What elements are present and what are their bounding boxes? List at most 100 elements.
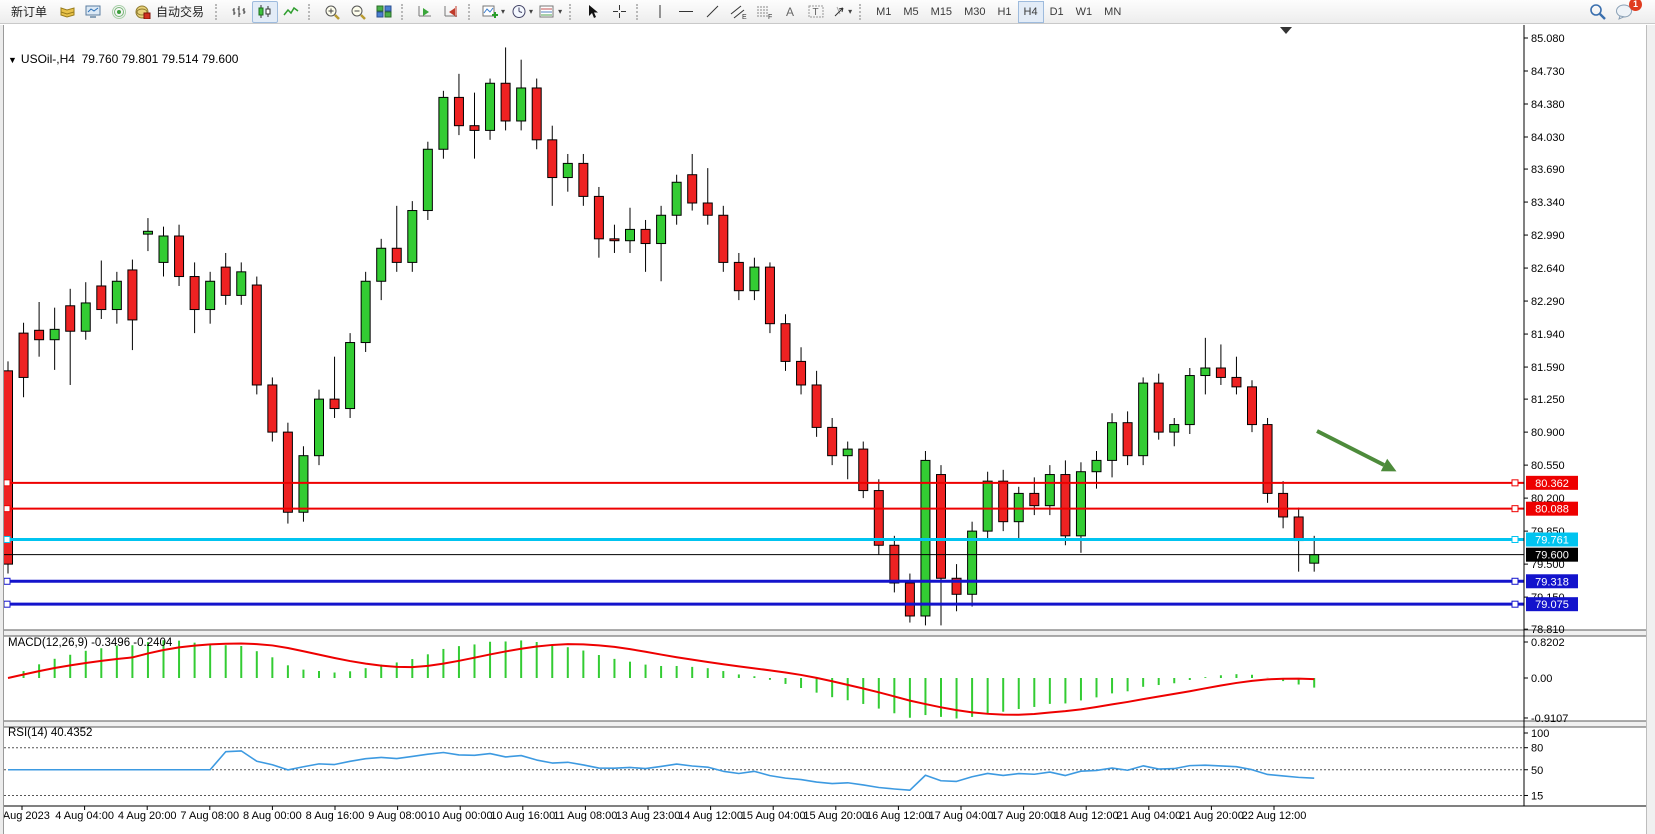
time-axis-label: 18 Aug 12:00 — [1054, 810, 1119, 822]
svg-text:79.318: 79.318 — [1535, 576, 1569, 588]
periods-clock-button[interactable]: ▾ — [508, 1, 536, 23]
line-handle[interactable] — [3, 577, 11, 585]
macd-axis-tick: 0.8202 — [1531, 637, 1565, 649]
rsi-axis-tick: 100 — [1531, 728, 1549, 740]
zoom-out-icon[interactable] — [345, 1, 371, 23]
arrows-button[interactable]: ▾ — [829, 1, 855, 23]
toolbar-separator — [401, 3, 408, 20]
chart-shift-icon[interactable] — [438, 1, 464, 23]
price-axis-tick: 78.810 — [1531, 624, 1565, 636]
timeframe-H1[interactable]: H1 — [997, 5, 1012, 18]
price-line-label — [1526, 475, 1578, 490]
line-handle[interactable] — [1511, 600, 1519, 608]
price-line-label — [1526, 574, 1578, 589]
main-toolbar: 新订单 自动交易 ▾ ▾ ▾ E F A T ▾ M1 M5 M15 M30 H1 H4 D… — [0, 0, 1655, 24]
timeframe-switcher: M1 M5 M15 M30 H1 H4 D1 W1 MN — [870, 0, 1127, 23]
line-handle[interactable] — [1511, 577, 1519, 585]
autotrading-label: 自动交易 — [156, 5, 205, 19]
templates-button[interactable]: ▾ — [536, 1, 565, 23]
price-axis-tick: 81.250 — [1531, 394, 1565, 406]
trendline-icon[interactable] — [699, 1, 725, 23]
line-handle[interactable] — [3, 600, 11, 608]
time-axis-label: 9 Aug 08:00 — [368, 810, 427, 822]
vertical-line-icon[interactable] — [647, 1, 673, 23]
timeframe-M15[interactable]: M15 — [930, 5, 953, 18]
svg-text:80.088: 80.088 — [1535, 504, 1569, 516]
time-axis-label: 22 Aug 12:00 — [1242, 810, 1307, 822]
line-handle[interactable] — [3, 479, 11, 487]
horizontal-line-icon[interactable] — [673, 1, 699, 23]
timeframe-H4[interactable]: H4 — [1017, 0, 1044, 23]
price-chart-canvas[interactable]: 85.080 84.730 84.380 84.030 83.690 83.340 82.9… — [0, 24, 1655, 834]
macd-axis-tick: 0.00 — [1531, 673, 1552, 685]
tile-windows-icon[interactable] — [371, 1, 397, 23]
price-axis-tick: 84.730 — [1531, 66, 1565, 78]
auto-scroll-icon[interactable] — [412, 1, 438, 23]
svg-text:79.600: 79.600 — [1535, 550, 1569, 562]
text-label-icon[interactable]: T — [803, 1, 829, 23]
svg-text:80.362: 80.362 — [1535, 478, 1569, 490]
annotation-arrow[interactable] — [1316, 429, 1385, 467]
rsi-axis-tick: 15 — [1531, 790, 1543, 802]
autotrading-button[interactable]: 自动交易 — [132, 1, 211, 23]
time-axis-label: 14 Aug 12:00 — [678, 810, 743, 822]
line-chart-icon[interactable] — [278, 1, 304, 23]
timeframe-D1[interactable]: D1 — [1049, 5, 1064, 18]
search-icon[interactable] — [1585, 1, 1611, 23]
time-axis-label: 10 Aug 16:00 — [490, 810, 555, 822]
time-axis-label: 8 Aug 16:00 — [306, 810, 365, 822]
svg-text:F: F — [768, 14, 772, 20]
chevron-down-icon: ▾ — [558, 7, 563, 16]
time-axis-label: 13 Aug 23:00 — [616, 810, 681, 822]
candlestick-chart-icon[interactable] — [252, 0, 279, 23]
text-icon[interactable]: A — [777, 1, 803, 23]
time-axis-label: 4 Aug 20:00 — [118, 810, 177, 822]
line-handle[interactable] — [1511, 536, 1519, 544]
time-axis-label: 10 Aug 00:00 — [428, 810, 493, 822]
add-indicator-button[interactable]: ▾ — [479, 1, 508, 23]
time-axis-label: 8 Aug 00:00 — [243, 810, 302, 822]
crosshair-icon[interactable] — [606, 1, 632, 23]
equidistant-channel-icon[interactable]: E — [725, 1, 751, 23]
symbol-dropdown-icon[interactable]: ▼ — [8, 55, 17, 65]
line-handle[interactable] — [3, 536, 11, 544]
timeframe-M5[interactable]: M5 — [903, 5, 919, 18]
timeframe-W1[interactable]: W1 — [1075, 5, 1093, 18]
cursor-icon[interactable] — [580, 1, 606, 23]
svg-text:A: A — [786, 5, 794, 19]
chat-notification-button[interactable]: 1 — [1611, 0, 1642, 23]
scrollbar-strip[interactable] — [1646, 25, 1655, 834]
toolbar-separator — [636, 3, 643, 20]
zoom-in-icon[interactable] — [319, 1, 345, 23]
market-watch-icon[interactable] — [54, 1, 80, 23]
line-handle[interactable] — [1511, 505, 1519, 513]
chart-title[interactable]: ▼ USOil-,H4 79.760 79.801 79.514 79.600 — [8, 52, 238, 66]
chart-shift-marker[interactable] — [1280, 27, 1292, 34]
timeframe-MN[interactable]: MN — [1104, 5, 1122, 18]
terminal-window-icon[interactable] — [80, 1, 106, 23]
macd-histogram — [22, 640, 1316, 719]
chevron-down-icon: ▾ — [529, 7, 534, 16]
price-axis-tick: 84.030 — [1531, 132, 1565, 144]
candlestick-series — [3, 47, 1320, 626]
annotation-arrow-head[interactable] — [1380, 458, 1397, 472]
svg-text:79.075: 79.075 — [1535, 599, 1569, 611]
fibonacci-icon[interactable]: F — [751, 1, 777, 23]
chart-window[interactable]: 85.080 84.730 84.380 84.030 83.690 83.340 82.9… — [0, 24, 1655, 834]
window-border — [0, 25, 4, 834]
line-handle[interactable] — [3, 505, 11, 513]
timeframe-M1[interactable]: M1 — [876, 5, 892, 18]
signals-icon[interactable] — [106, 1, 132, 23]
timeframe-M30[interactable]: M30 — [964, 5, 986, 18]
macd-signal-line — [7, 642, 1315, 716]
bar-chart-icon[interactable] — [226, 1, 252, 23]
toolbar-separator — [859, 3, 866, 20]
line-handle[interactable] — [1511, 479, 1519, 487]
toolbar-separator — [468, 3, 475, 20]
rsi-line — [8, 750, 1315, 792]
price-axis-tick: 83.340 — [1531, 197, 1565, 209]
time-axis-label: 21 Aug 20:00 — [1179, 810, 1244, 822]
price-axis-tick: 82.990 — [1531, 230, 1565, 242]
price-line-label — [1526, 547, 1578, 562]
new-order-button[interactable]: 新订单 — [4, 1, 54, 23]
